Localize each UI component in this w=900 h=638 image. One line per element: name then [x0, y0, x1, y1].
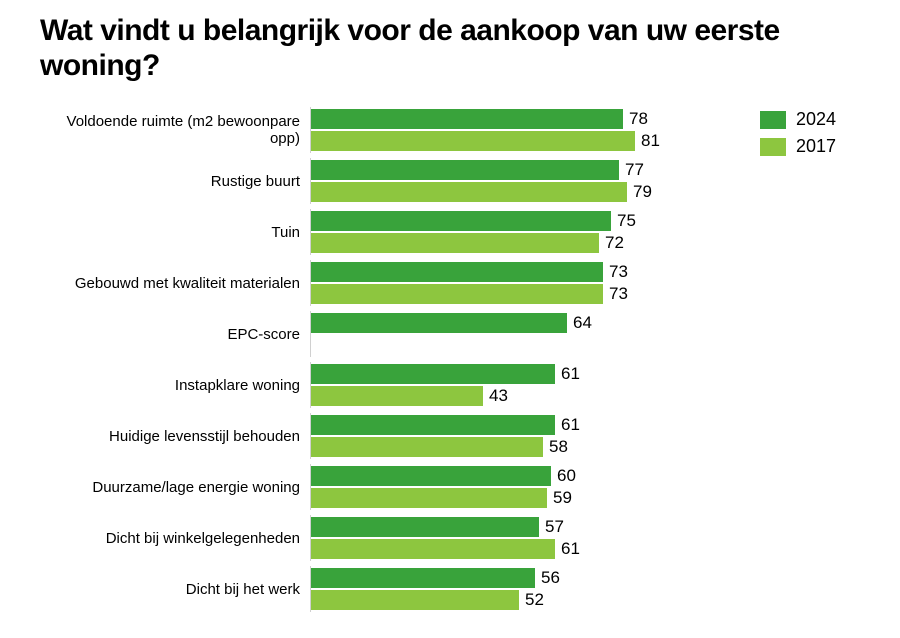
legend-item: 2017 [760, 136, 836, 157]
bar [311, 182, 627, 202]
legend: 2024 2017 [760, 109, 836, 163]
bar [311, 284, 603, 304]
chart-row: Instapklare woning 61 43 [40, 362, 710, 408]
bar-value: 52 [525, 590, 544, 610]
bar-value: 61 [561, 415, 580, 435]
bar-value: 61 [561, 364, 580, 384]
chart-title: Wat vindt u belangrijk voor de aankoop v… [40, 14, 860, 83]
bar-plot: Voldoende ruimte (m2 bewoonpare opp)7881… [40, 107, 710, 617]
category-label: Dicht bij het werk [40, 581, 310, 598]
chart-area: Voldoende ruimte (m2 bewoonpare opp)7881… [40, 107, 860, 617]
bar [311, 517, 539, 537]
bar-value: 64 [573, 313, 592, 333]
chart-row: Dicht bij winkelgelegenheden5761 [40, 515, 710, 561]
bar-value: 61 [561, 539, 580, 559]
bar-value: 78 [629, 109, 648, 129]
bar-group: 61 43 [310, 362, 710, 408]
category-label: Tuin [40, 224, 310, 241]
bar-group: 64 [310, 311, 710, 357]
bar-group: 5761 [310, 515, 710, 561]
bar [311, 415, 555, 435]
bar [311, 313, 567, 333]
chart-row: Tuin7572 [40, 209, 710, 255]
category-label: Voldoende ruimte (m2 bewoonpare opp) [40, 113, 310, 147]
bar [311, 211, 611, 231]
category-label: Duurzame/lage energie woning [40, 479, 310, 496]
bar [311, 568, 535, 588]
bar [311, 262, 603, 282]
bar [311, 233, 599, 253]
chart-row: Gebouwd met kwaliteit materialen7373 [40, 260, 710, 306]
bar-value: 58 [549, 437, 568, 457]
bar-value: 72 [605, 233, 624, 253]
bar [311, 466, 551, 486]
category-label: Dicht bij winkelgelegenheden [40, 530, 310, 547]
legend-label: 2024 [796, 109, 836, 130]
bar [311, 488, 547, 508]
bar-group: 7373 [310, 260, 710, 306]
bar [311, 160, 619, 180]
bar [311, 386, 483, 406]
category-label: EPC-score [40, 326, 310, 343]
bar-value: 56 [541, 568, 560, 588]
bar-value: 57 [545, 517, 564, 537]
legend-swatch [760, 138, 786, 156]
bar-value: 60 [557, 466, 576, 486]
bar-group: 7779 [310, 158, 710, 204]
bar-value: 43 [489, 386, 508, 406]
bar-value: 59 [553, 488, 572, 508]
category-label: Instapklare woning [40, 377, 310, 394]
legend-swatch [760, 111, 786, 129]
chart-row: Rustige buurt7779 [40, 158, 710, 204]
bar [311, 364, 555, 384]
bar [311, 437, 543, 457]
chart-row: Duurzame/lage energie woning6059 [40, 464, 710, 510]
bar [311, 539, 555, 559]
legend-item: 2024 [760, 109, 836, 130]
chart-row: EPC-score 64 [40, 311, 710, 357]
bar [311, 590, 519, 610]
chart-row: Voldoende ruimte (m2 bewoonpare opp)7881 [40, 107, 710, 153]
bar-value: 81 [641, 131, 660, 151]
bar-group: 7881 [310, 107, 710, 153]
chart-row: Dicht bij het werk5652 [40, 566, 710, 612]
bar-value: 79 [633, 182, 652, 202]
bar-group: 6158 [310, 413, 710, 459]
bar [311, 109, 623, 129]
bar [311, 131, 635, 151]
bar-value: 77 [625, 160, 644, 180]
bar-value: 75 [617, 211, 636, 231]
legend-label: 2017 [796, 136, 836, 157]
bar-group: 5652 [310, 566, 710, 612]
category-label: Gebouwd met kwaliteit materialen [40, 275, 310, 292]
bar-value: 73 [609, 284, 628, 304]
bar-group: 6059 [310, 464, 710, 510]
chart-row: Huidige levensstijl behouden6158 [40, 413, 710, 459]
category-label: Rustige buurt [40, 173, 310, 190]
bar-group: 7572 [310, 209, 710, 255]
bar-value: 73 [609, 262, 628, 282]
category-label: Huidige levensstijl behouden [40, 428, 310, 445]
